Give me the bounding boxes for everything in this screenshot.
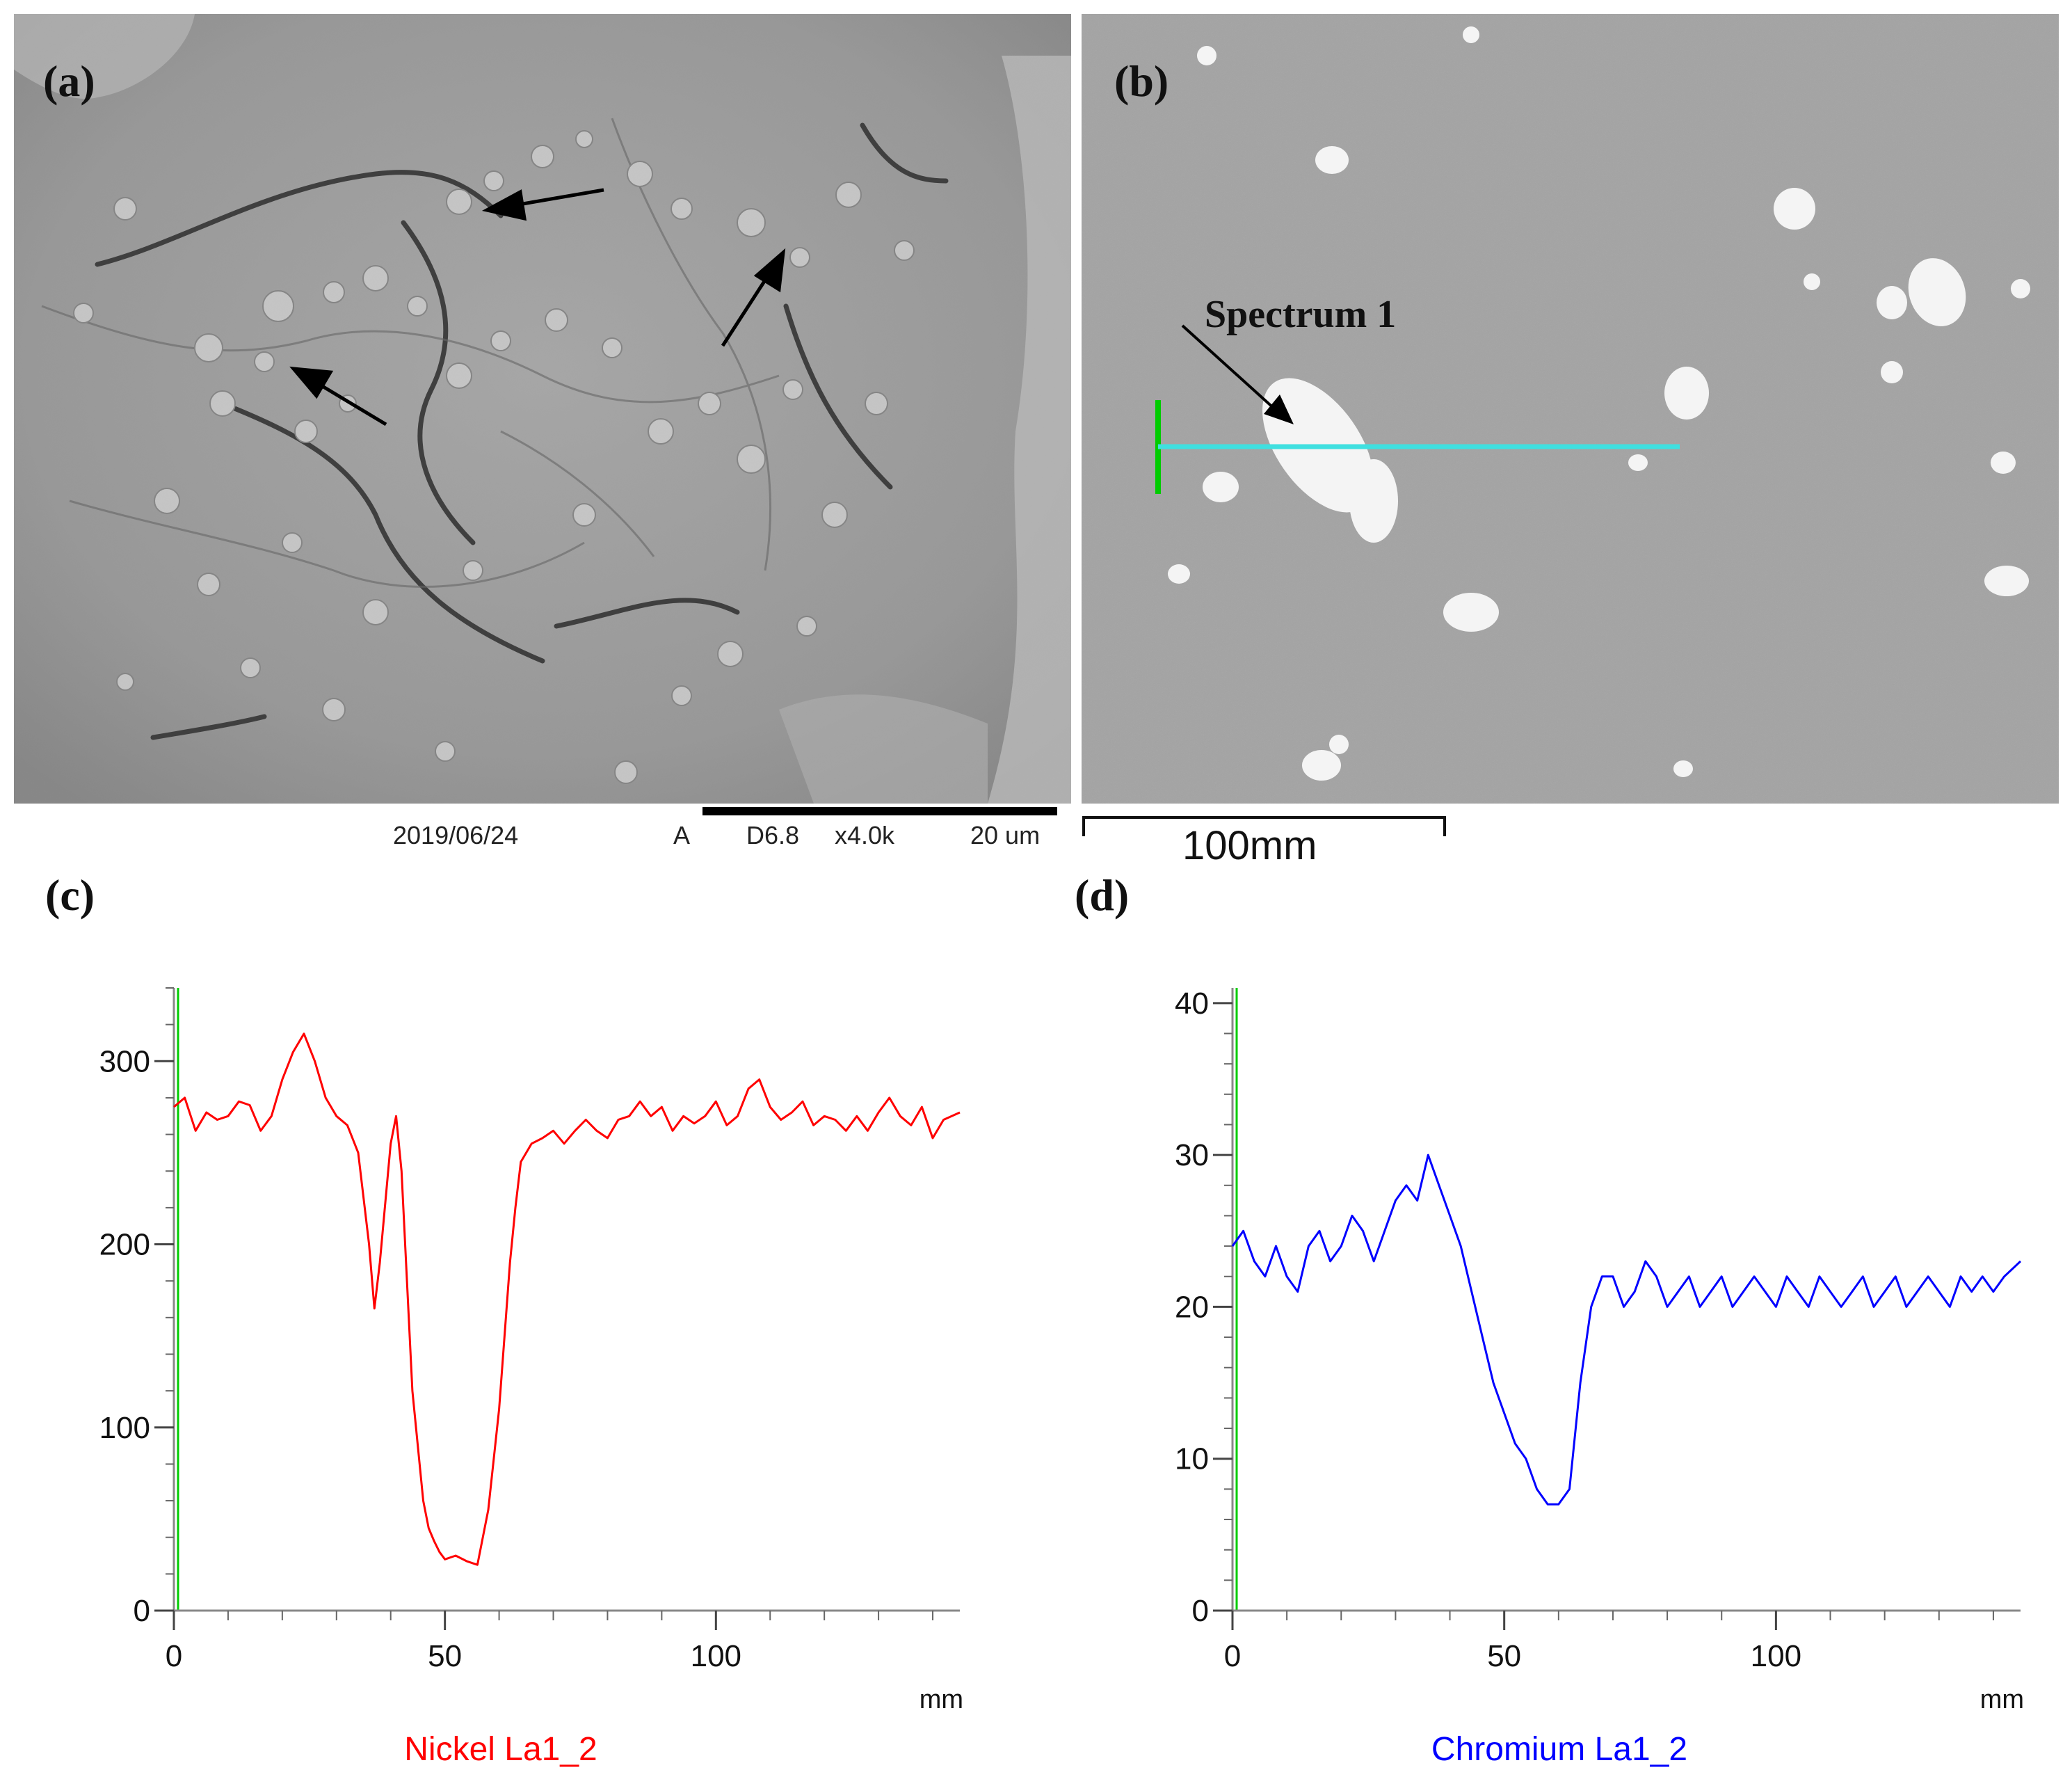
y-tick-label: 200 xyxy=(99,1228,150,1262)
sem-mode: A xyxy=(673,821,691,849)
y-tick-label: 0 xyxy=(1192,1594,1209,1628)
sem-magnification: x4.0k xyxy=(835,821,895,849)
panel-label-a: (a) xyxy=(43,56,95,106)
series-name-label: Chromium La1_2 xyxy=(1431,1731,1687,1768)
x-tick-label: 100 xyxy=(691,1639,741,1673)
y-tick-label: 10 xyxy=(1175,1442,1209,1476)
x-tick-label: 50 xyxy=(428,1639,462,1673)
spectrum-1-label: Spectrum 1 xyxy=(1205,293,1396,336)
x-axis-unit: mm xyxy=(919,1685,963,1714)
y-tick-label: 0 xyxy=(134,1594,150,1628)
x-axis-unit: mm xyxy=(1980,1685,2024,1714)
y-tick-label: 300 xyxy=(99,1044,150,1078)
series-line-chromium-la1-2 xyxy=(1231,1154,2022,1506)
x-tick-label: 100 xyxy=(1751,1639,1801,1673)
x-tick-label: 50 xyxy=(1487,1639,1521,1673)
chart-nickel: 0 100 200 300 0 50 100 mm Nickel La1_2 xyxy=(99,987,963,1768)
sem-scale-bar-label: 20 um xyxy=(970,821,1041,849)
sem-scale-bar xyxy=(702,807,1057,815)
y-tick-label: 30 xyxy=(1175,1138,1209,1172)
sem-working-distance: D6.8 xyxy=(746,821,800,849)
x-tick-label: 0 xyxy=(166,1639,182,1673)
panel-label-d: (d) xyxy=(1075,870,1130,920)
panel-label-b: (b) xyxy=(1114,56,1169,106)
sem-image-b: Spectrum 1 xyxy=(1082,14,2059,804)
y-tick-label: 20 xyxy=(1175,1290,1209,1324)
series-name-label: Nickel La1_2 xyxy=(404,1731,597,1768)
y-tick-label: 100 xyxy=(99,1411,150,1445)
sem-date: 2019/06/24 xyxy=(393,821,519,849)
sem-b-scale-bar xyxy=(1082,816,1446,836)
sem-b-scale-label: 100mm xyxy=(1182,823,1317,868)
x-tick-label: 0 xyxy=(1224,1639,1241,1673)
chart-chromium: 0 10 20 30 40 0 50 100 mm Chromium La1_2 xyxy=(1175,987,2024,1768)
sem-image-a xyxy=(14,14,1071,804)
series-line-nickel-la1-2 xyxy=(173,1032,961,1566)
y-tick-label: 40 xyxy=(1175,987,1209,1021)
panel-label-c: (c) xyxy=(45,870,95,920)
